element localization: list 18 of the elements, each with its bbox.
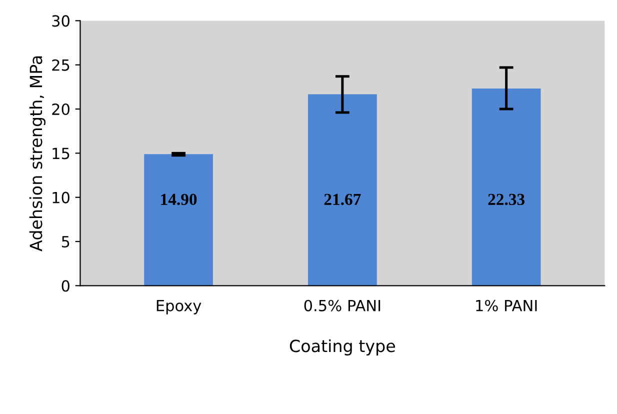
y-tick-label: 15: [52, 148, 70, 160]
y-tick-label: 30: [52, 15, 70, 27]
y-tick-label: 25: [52, 59, 70, 71]
bar: [472, 88, 541, 286]
y-tick-label: 10: [52, 192, 70, 204]
x-axis-title: Coating type: [290, 339, 395, 356]
data-label: 22.33: [488, 194, 525, 206]
bar: [308, 94, 377, 286]
data-label: 21.67: [324, 194, 361, 206]
y-tick-label: 5: [62, 236, 70, 248]
y-axis-title: Adehsion strength, MPa: [29, 56, 46, 252]
data-label: 14.90: [161, 194, 197, 206]
y-tick-label: 20: [52, 103, 70, 116]
x-tick-label: 1% PANI: [476, 300, 537, 312]
y-tick-label: 0: [62, 280, 70, 292]
x-tick-label: Epoxy: [156, 300, 202, 314]
x-tick-label: 0.5% PANI: [304, 300, 380, 312]
bar: [144, 154, 213, 286]
